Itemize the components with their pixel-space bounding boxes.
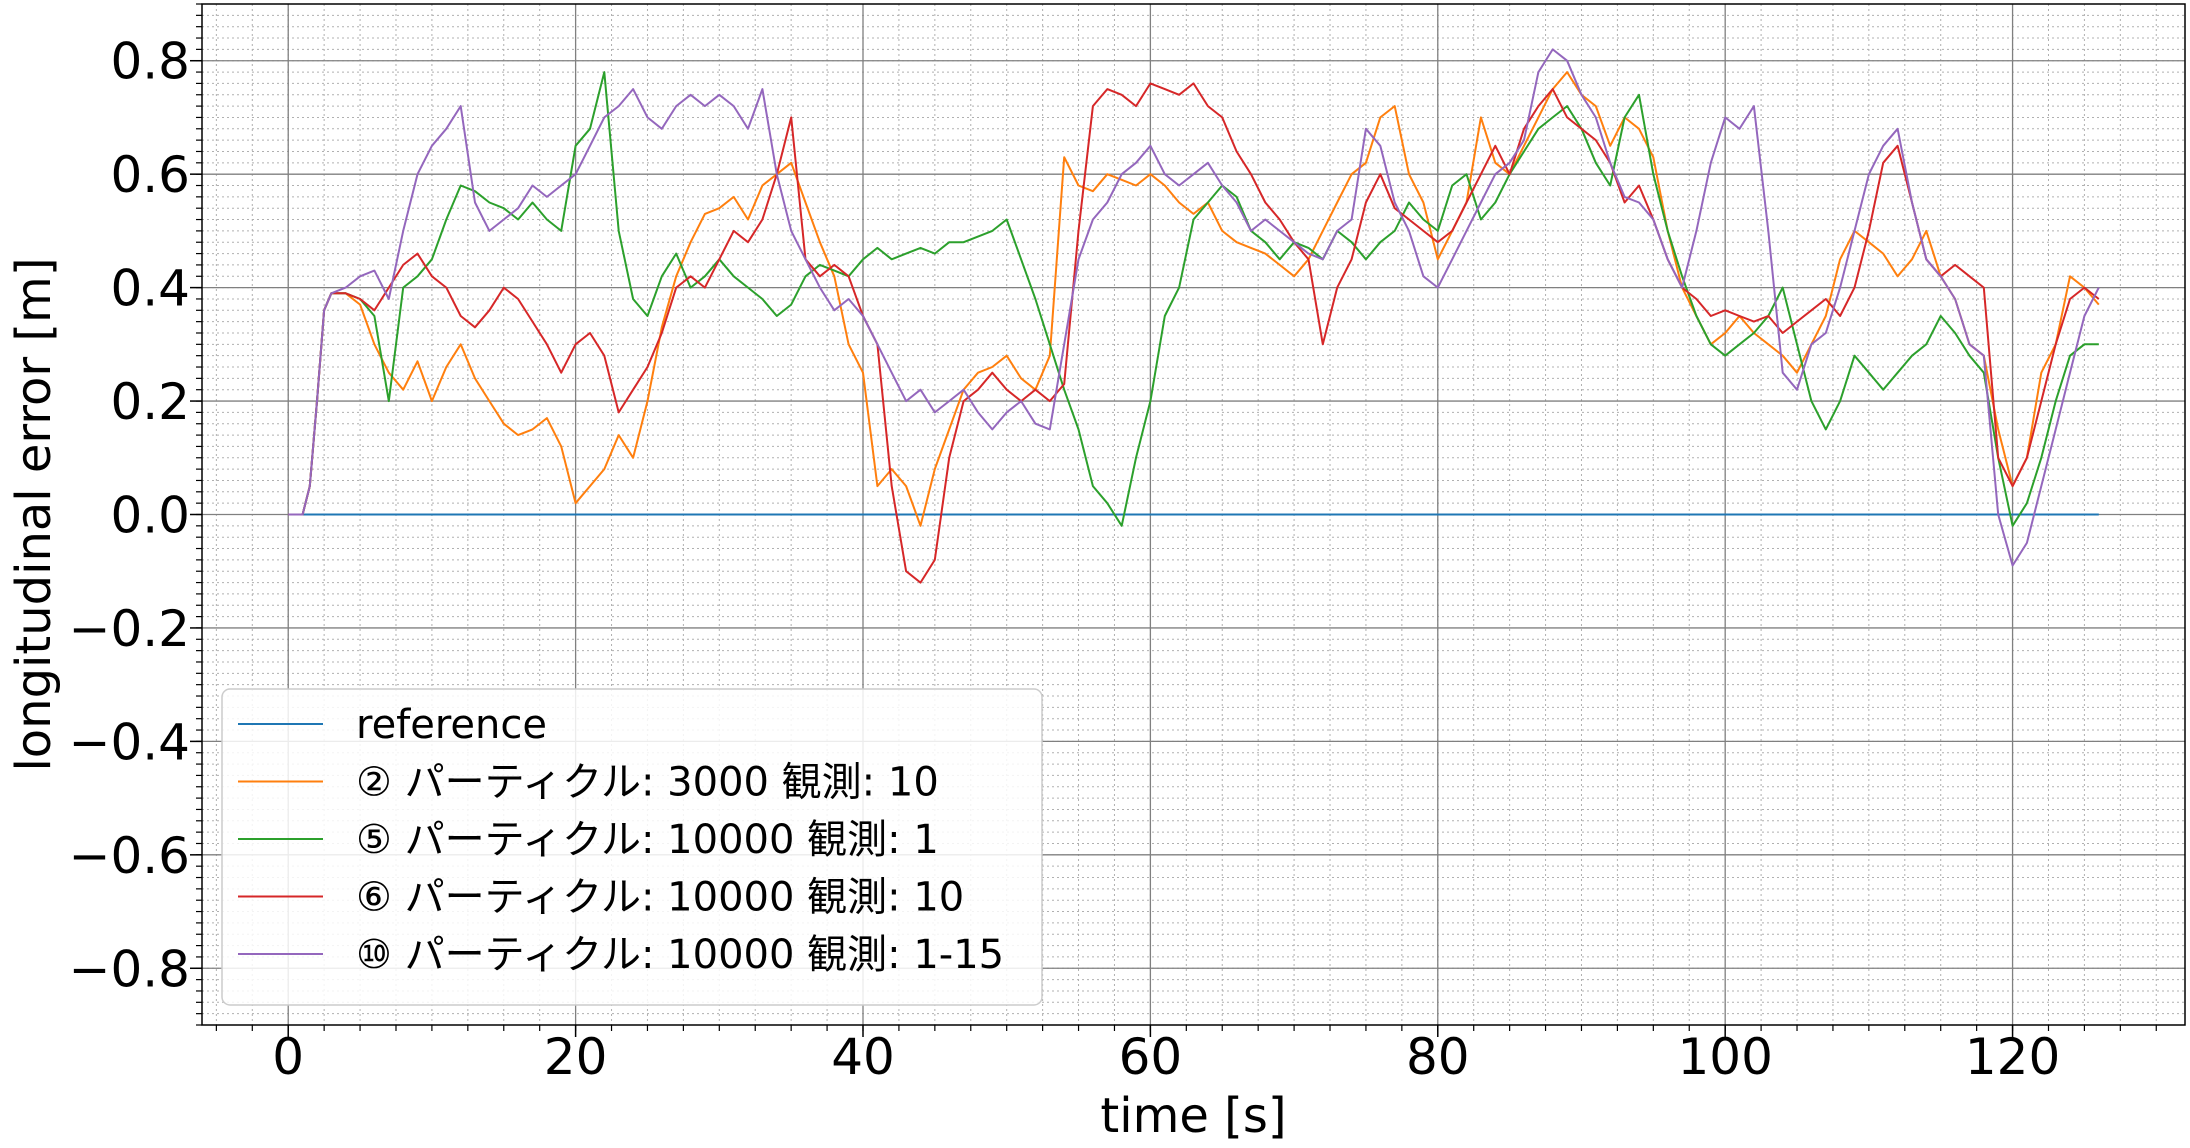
x-tick-label: 20: [544, 1028, 608, 1086]
legend-label: ② パーティクル: 3000 観測: 10: [356, 760, 939, 806]
series-layer: [288, 48, 2100, 584]
y-tick-label: −0.2: [69, 600, 190, 658]
x-axis-ticks: 0 20 40 60 80 100 120: [215, 1025, 2157, 1086]
y-tick-label: 0.2: [110, 373, 190, 431]
y-tick-label: −0.8: [69, 940, 190, 998]
legend-label: ⑩ パーティクル: 10000 観測: 1-15: [356, 932, 1004, 978]
y-tick-label: 0.0: [110, 487, 190, 545]
x-tick-label: 0: [272, 1028, 304, 1086]
x-tick-label: 40: [831, 1028, 895, 1086]
series-line: [288, 48, 2100, 567]
legend-box: [221, 688, 1043, 1006]
x-axis-label: time [s]: [1100, 1088, 1286, 1144]
y-tick-label: 0.8: [110, 33, 190, 91]
y-axis-ticks: 0.8 0.6 0.4 0.2 0.0 −0.2 −0.4 −0.6 −0.8: [69, 3, 202, 1026]
x-tick-label: 60: [1119, 1028, 1183, 1086]
legend: reference ② パーティクル: 3000 観測: 10 ⑤ パーティクル: …: [221, 688, 1043, 1006]
legend-label: ⑤ パーティクル: 10000 観測: 1: [356, 817, 939, 863]
y-tick-label: −0.6: [69, 827, 190, 885]
y-axis-label: longitudinal error [m]: [6, 257, 62, 771]
x-tick-label: 100: [1677, 1028, 1772, 1086]
legend-label: ⑥ パーティクル: 10000 観測: 10: [356, 875, 964, 921]
y-tick-label: 0.4: [110, 260, 190, 318]
series-line: [288, 82, 2100, 584]
legend-label: reference: [356, 702, 547, 748]
series-line: [288, 71, 2100, 527]
x-tick-label: 80: [1406, 1028, 1470, 1086]
y-tick-label: 0.6: [110, 146, 190, 204]
y-tick-label: −0.4: [69, 713, 190, 771]
x-tick-label: 120: [1965, 1028, 2060, 1086]
